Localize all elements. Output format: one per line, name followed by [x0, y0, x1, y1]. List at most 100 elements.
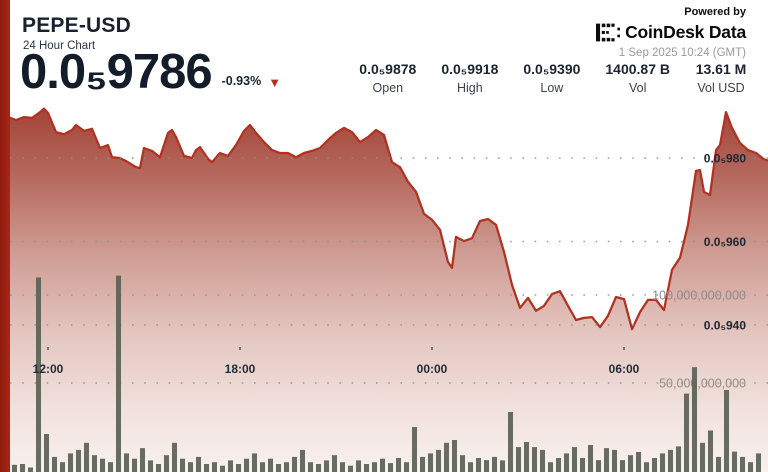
- volume-bar: [412, 427, 417, 472]
- volume-bar: [260, 462, 265, 472]
- volume-bar: [676, 446, 681, 472]
- volume-bar: [12, 464, 17, 472]
- stat-open-value: 0.0₅9878: [359, 61, 417, 77]
- price-change-percent: -0.93%: [221, 74, 262, 89]
- volume-bar: [28, 467, 33, 472]
- volume-bar: [100, 458, 105, 472]
- coindesk-logo[interactable]: CoinDesk Data: [596, 22, 746, 43]
- volume-bar: [468, 462, 473, 472]
- volume-bar: [212, 462, 217, 472]
- stat-vol-usd-value: 13.61 M: [695, 61, 747, 77]
- volume-bar: [588, 445, 593, 472]
- volume-bar: [172, 442, 177, 472]
- volume-bar: [268, 458, 273, 472]
- volume-bar: [500, 460, 505, 472]
- volume-bar: [84, 442, 89, 472]
- time-tick-mark: [239, 347, 241, 350]
- volume-bars: [12, 275, 761, 472]
- volume-bar: [492, 456, 497, 472]
- volume-bar: [516, 447, 521, 472]
- volume-axis-label: 100,000,000,000: [652, 289, 746, 303]
- volume-bar: [700, 442, 705, 472]
- volume-bar: [92, 455, 97, 472]
- volume-bar: [436, 449, 441, 472]
- stat-open: 0.0₅9878 Open: [359, 61, 416, 95]
- volume-bar: [348, 465, 353, 472]
- time-axis-label: 00:00: [417, 362, 448, 376]
- volume-bar: [252, 453, 257, 472]
- volume-bar: [548, 462, 553, 472]
- volume-bar: [724, 390, 729, 472]
- volume-bar: [476, 458, 481, 472]
- powered-by-label: Powered by: [684, 6, 746, 18]
- volume-bar: [372, 462, 377, 472]
- coindesk-brand-text: CoinDesk Data: [625, 22, 746, 42]
- volume-bar: [644, 462, 649, 472]
- volume-bar: [116, 275, 121, 472]
- price-down-triangle-icon: ▼: [268, 75, 282, 91]
- volume-bar: [388, 463, 393, 472]
- volume-bar: [148, 460, 153, 472]
- volume-bar: [708, 430, 713, 472]
- stat-vol: 1400.87 B Vol: [605, 61, 670, 95]
- stat-vol-value: 1400.87 B: [605, 61, 670, 77]
- volume-bar: [356, 460, 361, 472]
- volume-bar: [668, 449, 673, 472]
- volume-bar: [52, 456, 57, 472]
- volume-bar: [420, 456, 425, 472]
- volume-bar: [108, 462, 113, 472]
- volume-bar: [620, 460, 625, 472]
- volume-bar: [580, 458, 585, 472]
- volume-bar: [484, 460, 489, 472]
- current-price: 0.0₅9786: [20, 45, 213, 99]
- volume-bar: [332, 455, 337, 472]
- volume-bar: [124, 453, 129, 472]
- volume-bar: [76, 449, 81, 472]
- price-row: 0.0₅9786 -0.93% ▼: [20, 45, 282, 99]
- price-line: [0, 107, 768, 331]
- price-axis-label: 0.0₅960: [704, 235, 747, 249]
- volume-bar: [524, 442, 529, 472]
- volume-bar: [180, 458, 185, 472]
- volume-bar: [532, 447, 537, 472]
- stat-vol-label: Vol: [629, 81, 647, 95]
- volume-bar: [692, 367, 697, 472]
- stat-vol-usd-label: Vol USD: [697, 81, 745, 95]
- volume-bar: [196, 456, 201, 472]
- powered-by-block: Powered by CoinDesk Data 1: [596, 6, 746, 59]
- volume-bar: [140, 448, 145, 472]
- volume-bar: [684, 393, 689, 472]
- volume-bar: [156, 464, 161, 472]
- stat-vol-usd: 13.61 M Vol USD: [695, 61, 747, 95]
- volume-bar: [756, 453, 761, 472]
- volume-bar: [660, 453, 665, 472]
- volume-bar: [188, 462, 193, 472]
- timestamp: 1 Sep 2025 10:24 (GMT): [618, 47, 746, 59]
- price-area: [0, 108, 768, 472]
- volume-bar: [364, 464, 369, 472]
- volume-bar: [284, 462, 289, 472]
- volume-bar: [748, 462, 753, 472]
- volume-bar: [596, 460, 601, 472]
- volume-bar: [740, 456, 745, 472]
- volume-bar: [220, 465, 225, 472]
- stat-high-label: High: [456, 81, 483, 95]
- volume-bar: [556, 458, 561, 472]
- stat-low-label: Low: [540, 81, 564, 95]
- volume-bar: [460, 455, 465, 472]
- volume-bar: [540, 449, 545, 472]
- stat-low-value: 0.0₅9390: [523, 61, 581, 77]
- volume-bar: [452, 440, 457, 472]
- volume-bar: [380, 458, 385, 472]
- time-axis-label: 18:00: [225, 362, 256, 376]
- time-tick-mark: [623, 347, 625, 350]
- volume-bar: [636, 452, 641, 472]
- volume-bar: [340, 462, 345, 472]
- time-axis-label: 06:00: [609, 362, 640, 376]
- volume-bar: [324, 460, 329, 472]
- volume-bar: [228, 460, 233, 472]
- volume-bar: [204, 464, 209, 472]
- volume-bar: [276, 464, 281, 472]
